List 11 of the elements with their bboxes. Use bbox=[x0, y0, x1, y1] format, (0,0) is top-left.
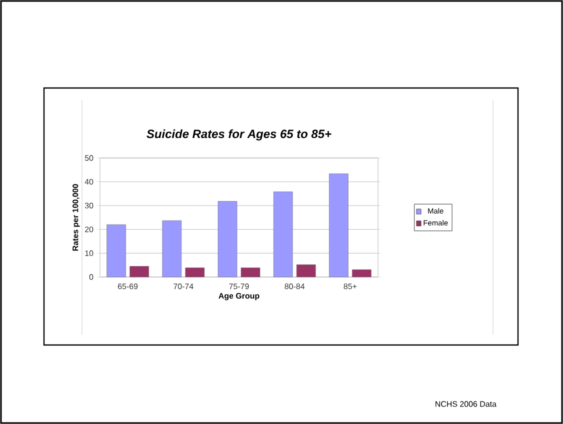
chart-title: Suicide Rates for Ages 65 to 85+ bbox=[146, 129, 332, 141]
bar bbox=[130, 266, 149, 278]
bar bbox=[106, 224, 126, 278]
bar bbox=[329, 174, 348, 278]
bar bbox=[240, 268, 260, 278]
bar bbox=[273, 192, 293, 278]
bar bbox=[185, 268, 205, 278]
bar bbox=[352, 269, 372, 278]
bar bbox=[296, 264, 316, 278]
bar bbox=[162, 220, 182, 278]
bar bbox=[218, 201, 238, 278]
